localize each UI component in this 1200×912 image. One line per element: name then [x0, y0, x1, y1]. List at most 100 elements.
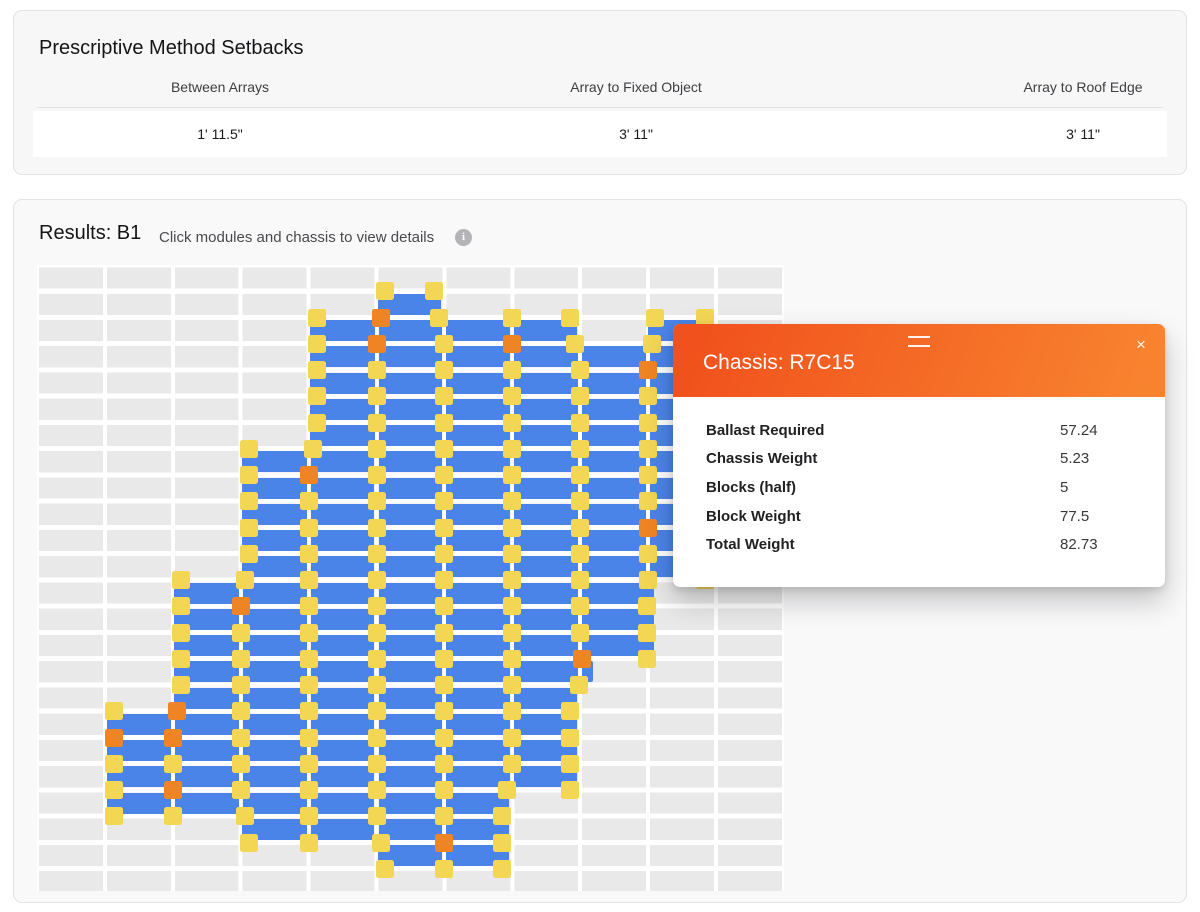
chassis-block[interactable]: [571, 492, 590, 511]
module[interactable]: [310, 425, 375, 446]
chassis-block[interactable]: [367, 623, 386, 642]
module[interactable]: [242, 608, 307, 630]
module[interactable]: [378, 582, 443, 604]
chassis-block[interactable]: [561, 728, 579, 747]
module[interactable]: [446, 766, 511, 788]
module[interactable]: [446, 503, 511, 525]
chassis-block[interactable]: [435, 676, 454, 694]
module[interactable]: [582, 661, 593, 683]
chassis-block-ballast-warning[interactable]: [105, 728, 123, 747]
chassis-block[interactable]: [435, 728, 454, 747]
module[interactable]: [378, 398, 443, 420]
module[interactable]: [514, 398, 579, 420]
module[interactable]: [310, 740, 375, 761]
module[interactable]: [242, 503, 307, 525]
chassis-block[interactable]: [367, 413, 386, 432]
module[interactable]: [310, 398, 375, 420]
module[interactable]: [514, 451, 579, 473]
module[interactable]: [378, 451, 443, 473]
module[interactable]: [446, 398, 511, 420]
module[interactable]: [378, 792, 443, 814]
chassis-block[interactable]: [638, 623, 656, 642]
chassis-block[interactable]: [367, 439, 386, 458]
chassis-block[interactable]: [231, 623, 250, 642]
chassis-block[interactable]: [435, 649, 454, 668]
chassis-block[interactable]: [571, 387, 590, 406]
chassis-block[interactable]: [240, 544, 258, 563]
module[interactable]: [446, 530, 511, 551]
chassis-block[interactable]: [571, 361, 590, 379]
chassis-block[interactable]: [639, 387, 658, 406]
chassis-block[interactable]: [493, 833, 511, 852]
chassis-block[interactable]: [172, 623, 190, 642]
module[interactable]: [242, 451, 307, 473]
module[interactable]: [174, 713, 239, 735]
chassis-block[interactable]: [435, 361, 454, 379]
chassis-block[interactable]: [503, 308, 522, 327]
chassis-block-ballast-warning[interactable]: [371, 308, 390, 327]
module[interactable]: [174, 608, 239, 630]
chassis-block[interactable]: [235, 571, 254, 589]
chassis-block[interactable]: [639, 544, 658, 563]
module[interactable]: [310, 451, 375, 473]
chassis-block-ballast-warning[interactable]: [167, 702, 186, 721]
chassis-block[interactable]: [435, 623, 454, 642]
module[interactable]: [514, 608, 579, 630]
chassis-block[interactable]: [435, 781, 454, 799]
chassis-block[interactable]: [172, 597, 190, 616]
chassis-block[interactable]: [571, 597, 590, 616]
chassis-block[interactable]: [231, 676, 250, 694]
module[interactable]: [582, 372, 647, 394]
chassis-block[interactable]: [571, 544, 590, 563]
chassis-block[interactable]: [367, 649, 386, 668]
chassis-block[interactable]: [172, 676, 190, 694]
module[interactable]: [310, 661, 375, 683]
chassis-block[interactable]: [105, 702, 123, 721]
module[interactable]: [514, 530, 579, 551]
module[interactable]: [446, 556, 511, 578]
module[interactable]: [582, 477, 647, 499]
module[interactable]: [242, 687, 307, 709]
module[interactable]: [378, 372, 443, 394]
module[interactable]: [514, 372, 579, 394]
chassis-block[interactable]: [367, 571, 386, 589]
module[interactable]: [174, 582, 239, 604]
module[interactable]: [378, 346, 443, 368]
module[interactable]: [310, 582, 375, 604]
chassis-block[interactable]: [303, 439, 322, 458]
module[interactable]: [378, 661, 443, 683]
chassis-block-ballast-warning[interactable]: [435, 833, 454, 852]
module[interactable]: [446, 635, 511, 656]
chassis-block[interactable]: [308, 387, 326, 406]
module[interactable]: [174, 635, 239, 656]
module[interactable]: [242, 477, 307, 499]
chassis-block[interactable]: [503, 439, 522, 458]
chassis-block[interactable]: [299, 571, 318, 589]
chassis-block[interactable]: [371, 833, 390, 852]
module[interactable]: [378, 425, 443, 446]
chassis-block-ballast-warning[interactable]: [299, 466, 318, 484]
module[interactable]: [310, 477, 375, 499]
module[interactable]: [582, 556, 647, 578]
module[interactable]: [378, 477, 443, 499]
module[interactable]: [174, 687, 239, 709]
chassis-block[interactable]: [503, 544, 522, 563]
chassis-block[interactable]: [435, 754, 454, 773]
chassis-block[interactable]: [566, 334, 585, 353]
module[interactable]: [242, 661, 307, 683]
info-icon[interactable]: i: [455, 229, 472, 246]
chassis-block[interactable]: [299, 544, 318, 563]
module[interactable]: [582, 635, 654, 656]
chassis-block[interactable]: [299, 649, 318, 668]
chassis-block[interactable]: [308, 334, 326, 353]
module[interactable]: [446, 477, 511, 499]
chassis-block[interactable]: [163, 754, 182, 773]
module[interactable]: [514, 556, 579, 578]
chassis-block[interactable]: [503, 702, 522, 721]
chassis-block-ballast-warning[interactable]: [231, 597, 250, 616]
chassis-block[interactable]: [571, 413, 590, 432]
chassis-block[interactable]: [435, 571, 454, 589]
chassis-block[interactable]: [367, 492, 386, 511]
chassis-block[interactable]: [638, 571, 657, 589]
chassis-block[interactable]: [435, 807, 454, 826]
